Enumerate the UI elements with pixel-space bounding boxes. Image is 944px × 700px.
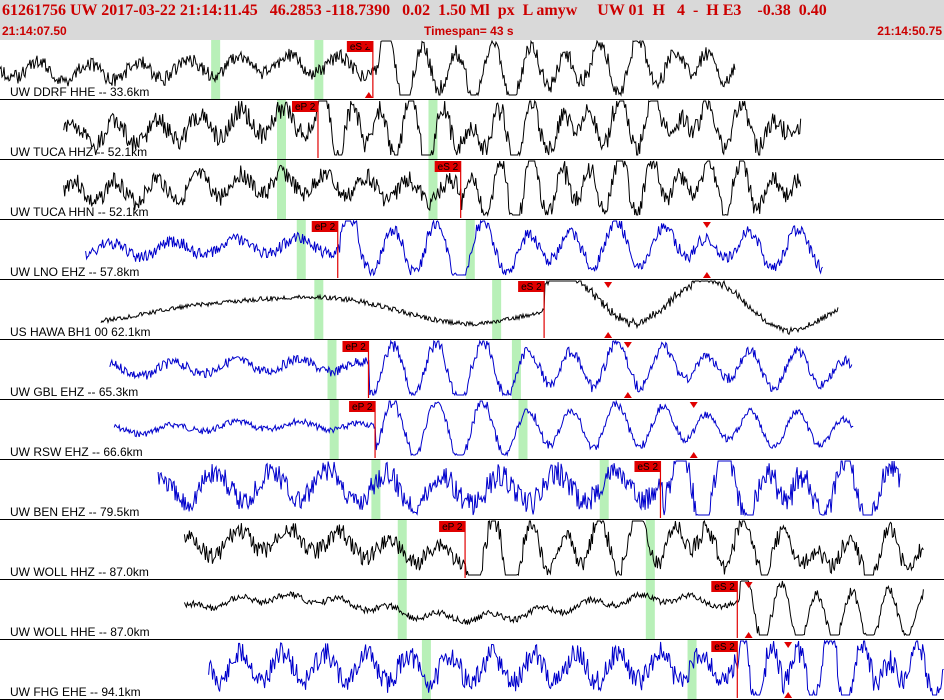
- pick-label-3: eP 2: [315, 222, 336, 233]
- trace-label-4: US HAWA BH1 00 62.1km: [10, 325, 151, 339]
- arrival-marker-bottom-10-0: [784, 692, 793, 698]
- pick-box-1: [291, 101, 318, 112]
- phase-window-0-0: [211, 40, 221, 100]
- phase-window-5-1: [511, 340, 521, 400]
- phase-window-8-0: [397, 520, 407, 580]
- phase-window-1-0: [277, 100, 287, 160]
- arrival-marker-bottom-5-0: [623, 392, 632, 398]
- phase-window-10-1: [687, 640, 697, 700]
- waveform-trace-2: [63, 160, 802, 217]
- timespan: Timespan= 43 s: [424, 24, 514, 38]
- phase-window-7-1: [599, 460, 609, 520]
- phase-window-6-1: [518, 400, 528, 460]
- phase-window-4-0: [314, 280, 324, 340]
- pick-label-1: eP 2: [295, 102, 316, 113]
- arrival-marker-top-5-0: [623, 342, 632, 348]
- trace-label-8: UW WOLL HHZ -- 87.0km: [10, 565, 149, 579]
- phase-window-5-0: [327, 340, 337, 400]
- arrival-marker-top-4-0: [604, 282, 613, 288]
- arrival-marker-top-10-0: [784, 642, 793, 648]
- arrival-marker-bottom-0-0: [364, 92, 373, 98]
- start-time: 21:14:07.50: [2, 24, 67, 38]
- pick-box-3: [311, 221, 338, 232]
- phase-window-3-0: [296, 220, 306, 280]
- arrival-marker-bottom-3-0: [702, 272, 711, 278]
- trace-label-6: UW RSW EHZ -- 66.6km: [10, 445, 143, 459]
- trace-label-2: UW TUCA HHN -- 52.1km: [10, 205, 148, 219]
- phase-window-9-0: [397, 580, 407, 640]
- pick-label-7: eS 2: [637, 462, 658, 473]
- phase-window-2-1: [428, 160, 438, 220]
- waveform-trace-1: [63, 99, 802, 157]
- phase-window-3-1: [465, 220, 475, 280]
- pick-box-9: [711, 581, 738, 592]
- waveform-trace-7: [157, 460, 901, 517]
- phase-window-1-1: [428, 100, 438, 160]
- pick-box-4: [518, 281, 545, 292]
- arrival-marker-bottom-4-0: [604, 332, 613, 338]
- waveform-trace-0: [0, 40, 736, 97]
- seismogram-plot: eS 2 UW DDRF HHE -- 33.6km eP 2 UW TUCA HHZ…: [0, 40, 944, 700]
- waveform-trace-6: [113, 399, 854, 457]
- trace-label-3: UW LNO EHZ -- 57.8km: [10, 265, 139, 279]
- trace-label-0: UW DDRF HHE -- 33.6km: [10, 85, 149, 99]
- pick-box-2: [434, 161, 461, 172]
- pick-label-5: eP 2: [345, 342, 366, 353]
- phase-window-10-0: [421, 640, 431, 700]
- pick-label-4: eS 2: [521, 282, 542, 293]
- waveform-trace-8: [183, 519, 924, 577]
- end-time: 21:14:50.75: [877, 24, 942, 38]
- pick-box-6: [349, 401, 376, 412]
- arrival-marker-bottom-9-0: [744, 632, 753, 638]
- arrival-marker-top-0-0: [364, 42, 373, 48]
- pick-box-10: [711, 641, 738, 652]
- arrival-marker-top-3-0: [702, 222, 711, 228]
- waveform-trace-4: [100, 279, 839, 336]
- arrival-marker-bottom-6-0: [689, 452, 698, 458]
- pick-label-8: eP 2: [442, 522, 463, 533]
- event-title: 61261756 UW 2017-03-22 21:14:11.45 46.28…: [2, 2, 827, 19]
- trace-label-7: UW BEN EHZ -- 79.5km: [10, 505, 139, 519]
- trace-label-10: UW FHG EHE -- 94.1km: [10, 685, 141, 699]
- pick-box-8: [439, 521, 466, 532]
- waveform-trace-9: [183, 580, 924, 637]
- waveform-trace-10: [208, 639, 944, 696]
- arrival-marker-top-9-0: [744, 582, 753, 588]
- pick-box-0: [346, 41, 373, 52]
- pick-box-5: [342, 341, 369, 352]
- trace-label-5: UW GBL EHZ -- 65.3km: [10, 385, 138, 399]
- waveform-trace-3: [85, 219, 823, 277]
- phase-window-7-0: [371, 460, 381, 520]
- phase-window-4-1: [492, 280, 502, 340]
- trace-label-1: UW TUCA HHZ -- 52.1km: [10, 145, 147, 159]
- pick-label-0: eS 2: [350, 42, 371, 53]
- pick-label-2: eS 2: [438, 162, 459, 173]
- trace-label-9: UW WOLL HHE -- 87.0km: [10, 625, 150, 639]
- phase-window-2-0: [277, 160, 287, 220]
- pick-box-7: [634, 461, 661, 472]
- pick-label-10: eS 2: [714, 642, 735, 653]
- pick-label-9: eS 2: [714, 582, 735, 593]
- phase-window-8-1: [645, 520, 655, 580]
- pick-label-6: eP 2: [352, 402, 373, 413]
- arrival-marker-top-6-0: [689, 402, 698, 408]
- header-bar: 61261756 UW 2017-03-22 21:14:11.45 46.28…: [0, 0, 944, 40]
- waveform-trace-5: [109, 339, 853, 397]
- phase-window-9-1: [645, 580, 655, 640]
